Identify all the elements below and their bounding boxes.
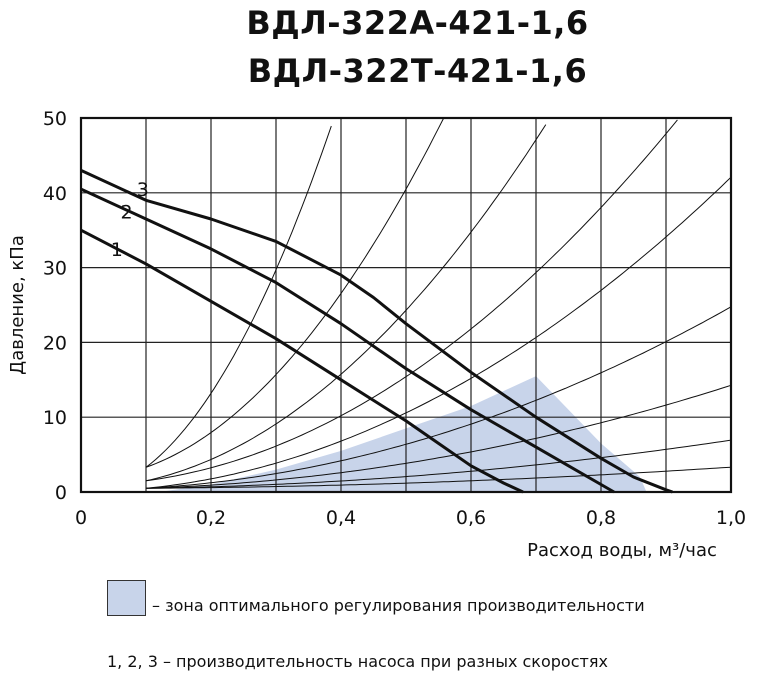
- system-resistance-curve: [145, 176, 732, 489]
- x-tick-label: 0,8: [586, 507, 616, 529]
- x-axis-label: Расход воды, м³/час: [527, 540, 717, 561]
- curve-label-1: 1: [111, 239, 123, 261]
- pump-curve-1: [80, 228, 524, 494]
- system-resistance-curve: [145, 384, 732, 489]
- system-resistance-curve: [145, 306, 732, 489]
- pump-curve-3: [80, 169, 673, 494]
- y-tick-label: 50: [43, 108, 67, 130]
- x-tick-label: 0,4: [326, 507, 356, 529]
- optimal-zone-legend-swatch: [107, 580, 146, 616]
- curve-label-3: 3: [137, 179, 149, 201]
- plot-frame: [79, 116, 733, 494]
- chart-title-line1: ВДЛ-322А-421-1,6: [246, 4, 589, 42]
- chart-title-line2: ВДЛ-322Т-421-1,6: [247, 52, 588, 90]
- y-tick-label: 40: [43, 183, 67, 205]
- system-resistance-curve: [145, 466, 732, 489]
- system-resistance-curve: [145, 439, 732, 489]
- y-tick-label: 30: [43, 258, 67, 280]
- y-tick-label: 20: [43, 332, 67, 354]
- system-resistance-curve: [145, 125, 332, 468]
- pump-performance-chart: 1 23 0 0,2 0,4 0,6 0,8 1,0 0 10 20 30 40 50 Расход в…: [7, 108, 746, 561]
- x-tick-label: 1,0: [716, 507, 746, 529]
- curve-label-2: 2: [120, 202, 132, 224]
- y-axis-label: Давление, кПа: [7, 235, 28, 375]
- y-tick-label: 0: [55, 482, 67, 504]
- x-tick-label: 0,2: [196, 507, 226, 529]
- optimal-zone-legend-text: – зона оптимального регулирования произв…: [152, 596, 645, 615]
- curves-legend-text: 1, 2, 3 – производительность насоса при …: [107, 652, 608, 671]
- x-tick-label: 0: [75, 507, 87, 529]
- pump-curve-2: [80, 187, 615, 494]
- system-resistance-curve: [145, 124, 547, 482]
- system-resistance-curve: [145, 118, 444, 468]
- x-tick-label: 0,6: [456, 507, 486, 529]
- y-tick-label: 10: [43, 407, 67, 429]
